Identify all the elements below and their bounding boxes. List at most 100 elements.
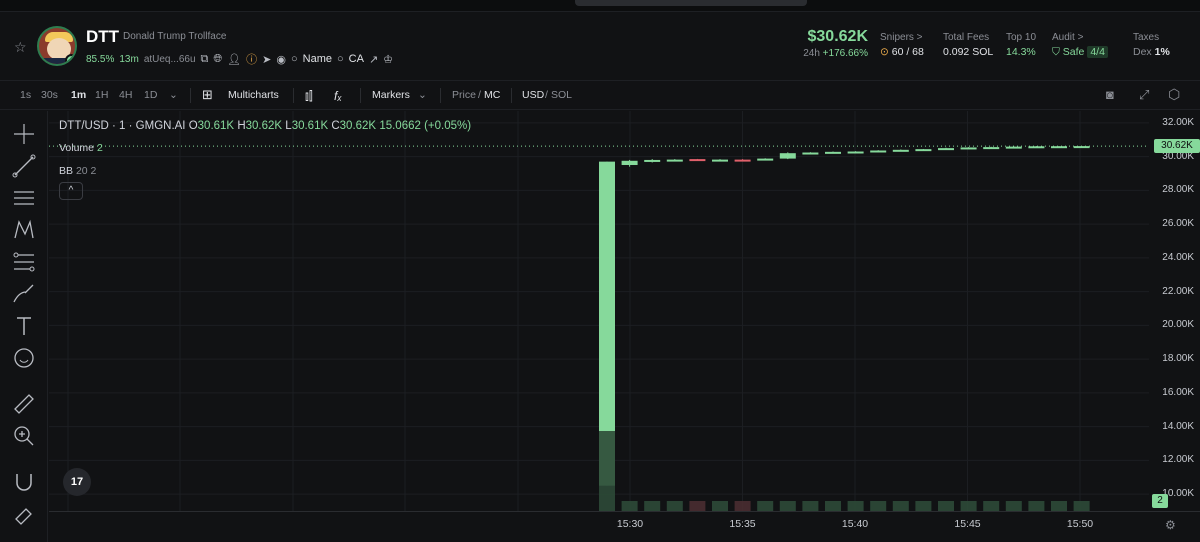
- interval-1m[interactable]: 1m: [71, 89, 87, 101]
- y-tick-label: 26.00K: [1162, 218, 1194, 230]
- ca-search-link[interactable]: CA: [348, 53, 364, 65]
- multicharts-button[interactable]: Multicharts: [228, 89, 279, 101]
- zoom-in-icon[interactable]: [11, 423, 37, 449]
- volume-value: 2: [96, 142, 103, 154]
- crosshair-icon[interactable]: [11, 121, 37, 147]
- chart-toolbar: 1s 30s 1m 1H 4H 1D ⌄ ⊞ Multicharts ⫾⫿ fₓ…: [0, 80, 1200, 110]
- candle-body: [870, 150, 887, 153]
- text-icon[interactable]: [11, 313, 37, 339]
- top10-stat: Top 10 14.3%: [1006, 32, 1036, 58]
- markers-button[interactable]: Markers: [372, 89, 410, 101]
- interval-1d[interactable]: 1D: [144, 89, 158, 101]
- emoji-icon[interactable]: [11, 345, 37, 371]
- indicators-fx-icon[interactable]: fₓ: [334, 89, 342, 103]
- fib-icon[interactable]: [11, 249, 37, 275]
- horizontal-lines-icon[interactable]: [11, 185, 37, 211]
- volume-bar: [938, 501, 954, 511]
- volume-bar: [644, 501, 661, 511]
- current-volume-tag: 2: [1152, 494, 1168, 508]
- trend-line-icon[interactable]: [11, 153, 37, 179]
- fullscreen-icon[interactable]: ⤢: [1139, 87, 1150, 102]
- candle-body: [802, 152, 819, 155]
- volume-bar: [870, 501, 887, 511]
- search-icon[interactable]: ○: [291, 53, 298, 65]
- interval-1s[interactable]: 1s: [20, 89, 32, 101]
- bb-label: BB: [59, 165, 74, 177]
- candle-body: [644, 159, 661, 162]
- candle-body: [825, 151, 841, 154]
- candle-body: [1028, 146, 1045, 149]
- token-meta-row: 85.5% 13m atUeq...66u ⧉ 🌐︎ 👤︎ ⓘ ➤ ◉ ○ Na…: [86, 51, 393, 67]
- x-tick-label: 15:35: [729, 518, 756, 530]
- x-tick-label: 15:50: [1066, 518, 1094, 530]
- y-tick-label: 22.00K: [1162, 285, 1194, 297]
- contract-address[interactable]: atUeq...66u: [143, 53, 196, 65]
- user-icon[interactable]: 👤︎: [227, 53, 242, 66]
- volume-bar: [892, 501, 909, 511]
- ruler-icon[interactable]: [11, 391, 37, 417]
- y-tick-label: 24.00K: [1162, 251, 1194, 263]
- candle-body: [621, 160, 638, 166]
- top10-label: Top 10: [1006, 32, 1037, 43]
- mc-toggle[interactable]: MC: [484, 89, 501, 101]
- volume-legend[interactable]: Volume 2: [59, 142, 103, 154]
- x-twitter-icon[interactable]: ◉: [276, 53, 286, 66]
- volume-bar: [1051, 501, 1067, 511]
- interval-dropdown-chevron-icon[interactable]: ⌄: [169, 89, 178, 101]
- globe-icon[interactable]: 🌐︎: [213, 52, 223, 65]
- pattern-icon[interactable]: [11, 217, 37, 243]
- camera-icon[interactable]: ◙: [1106, 87, 1114, 102]
- warning-icon[interactable]: ⓘ: [246, 54, 258, 66]
- external-link-icon[interactable]: ↗: [368, 53, 379, 66]
- volume-bar: [1073, 501, 1090, 511]
- crown-icon[interactable]: ♔: [383, 53, 394, 66]
- candle-body: [938, 148, 954, 151]
- name-search-link[interactable]: Name: [302, 53, 332, 65]
- search-ca-icon[interactable]: ○: [337, 53, 344, 65]
- brush-icon[interactable]: [11, 281, 37, 307]
- bb-legend[interactable]: BB 20 2: [59, 165, 96, 177]
- interval-30s[interactable]: 30s: [41, 89, 58, 101]
- sol-toggle[interactable]: SOL: [551, 89, 573, 101]
- candle-body: [847, 151, 864, 154]
- token-avatar: [37, 26, 77, 66]
- y-tick-label: 30.00K: [1162, 150, 1194, 162]
- usd-toggle[interactable]: USD: [522, 89, 545, 101]
- interval-4h[interactable]: 4H: [119, 89, 133, 101]
- sniper-icon: ⊙: [880, 46, 889, 58]
- candle-body: [915, 149, 932, 152]
- axis-settings-icon[interactable]: ⚙: [1165, 518, 1176, 532]
- collapse-legend-button[interactable]: ^: [59, 182, 83, 200]
- favorite-star-icon[interactable]: ☆: [14, 39, 27, 55]
- volume-bar: [712, 501, 728, 511]
- settings-icon[interactable]: ⬡: [1168, 86, 1181, 102]
- copy-icon[interactable]: ⧉: [200, 52, 209, 65]
- candle-body: [960, 147, 977, 150]
- price-axis[interactable]: 32.00K 30.00K 28.00K 26.00K 24.00K 22.00K 20.0…: [1149, 111, 1200, 511]
- high-value: 30.62K: [245, 120, 283, 132]
- volume-bar: [779, 501, 796, 511]
- markers-chevron-icon[interactable]: ⌄: [418, 89, 427, 101]
- price-toggle[interactable]: Price: [452, 89, 476, 101]
- snipers-value: 60 / 68: [891, 46, 924, 58]
- magnet-icon[interactable]: [11, 469, 37, 495]
- y-tick-label: 18.00K: [1162, 353, 1194, 365]
- lock-draw-icon[interactable]: [11, 499, 37, 525]
- window-top-bar: [0, 0, 1200, 12]
- candle-type-icon[interactable]: ⫾⫿: [305, 89, 313, 103]
- audit-stat[interactable]: Audit > ⛉ Safe 4/4: [1052, 32, 1108, 59]
- interval-1h[interactable]: 1H: [95, 89, 109, 101]
- time-axis[interactable]: ⚙ 15:30 15:35 15:40 15:45 15:50: [49, 511, 1200, 542]
- price-chart[interactable]: DTT/USD · 1 · GMGN.AI O30.61K H30.62K L3…: [49, 111, 1200, 542]
- holder-percent: 85.5%: [86, 53, 115, 65]
- tradingview-logo[interactable]: 17: [63, 468, 91, 496]
- y-tick-label: 16.00K: [1162, 386, 1194, 398]
- multicharts-plus-icon[interactable]: ⊞: [202, 87, 213, 102]
- high-label: H: [237, 120, 246, 132]
- snipers-stat[interactable]: Snipers > ⊙ 60 / 68: [880, 32, 924, 58]
- candle-body: [1051, 146, 1067, 149]
- volume-bar: [666, 501, 683, 511]
- chart-canvas[interactable]: [49, 111, 1200, 542]
- telegram-icon[interactable]: ➤: [262, 53, 272, 66]
- taxes-stat: Taxes Dex 1%: [1133, 32, 1170, 58]
